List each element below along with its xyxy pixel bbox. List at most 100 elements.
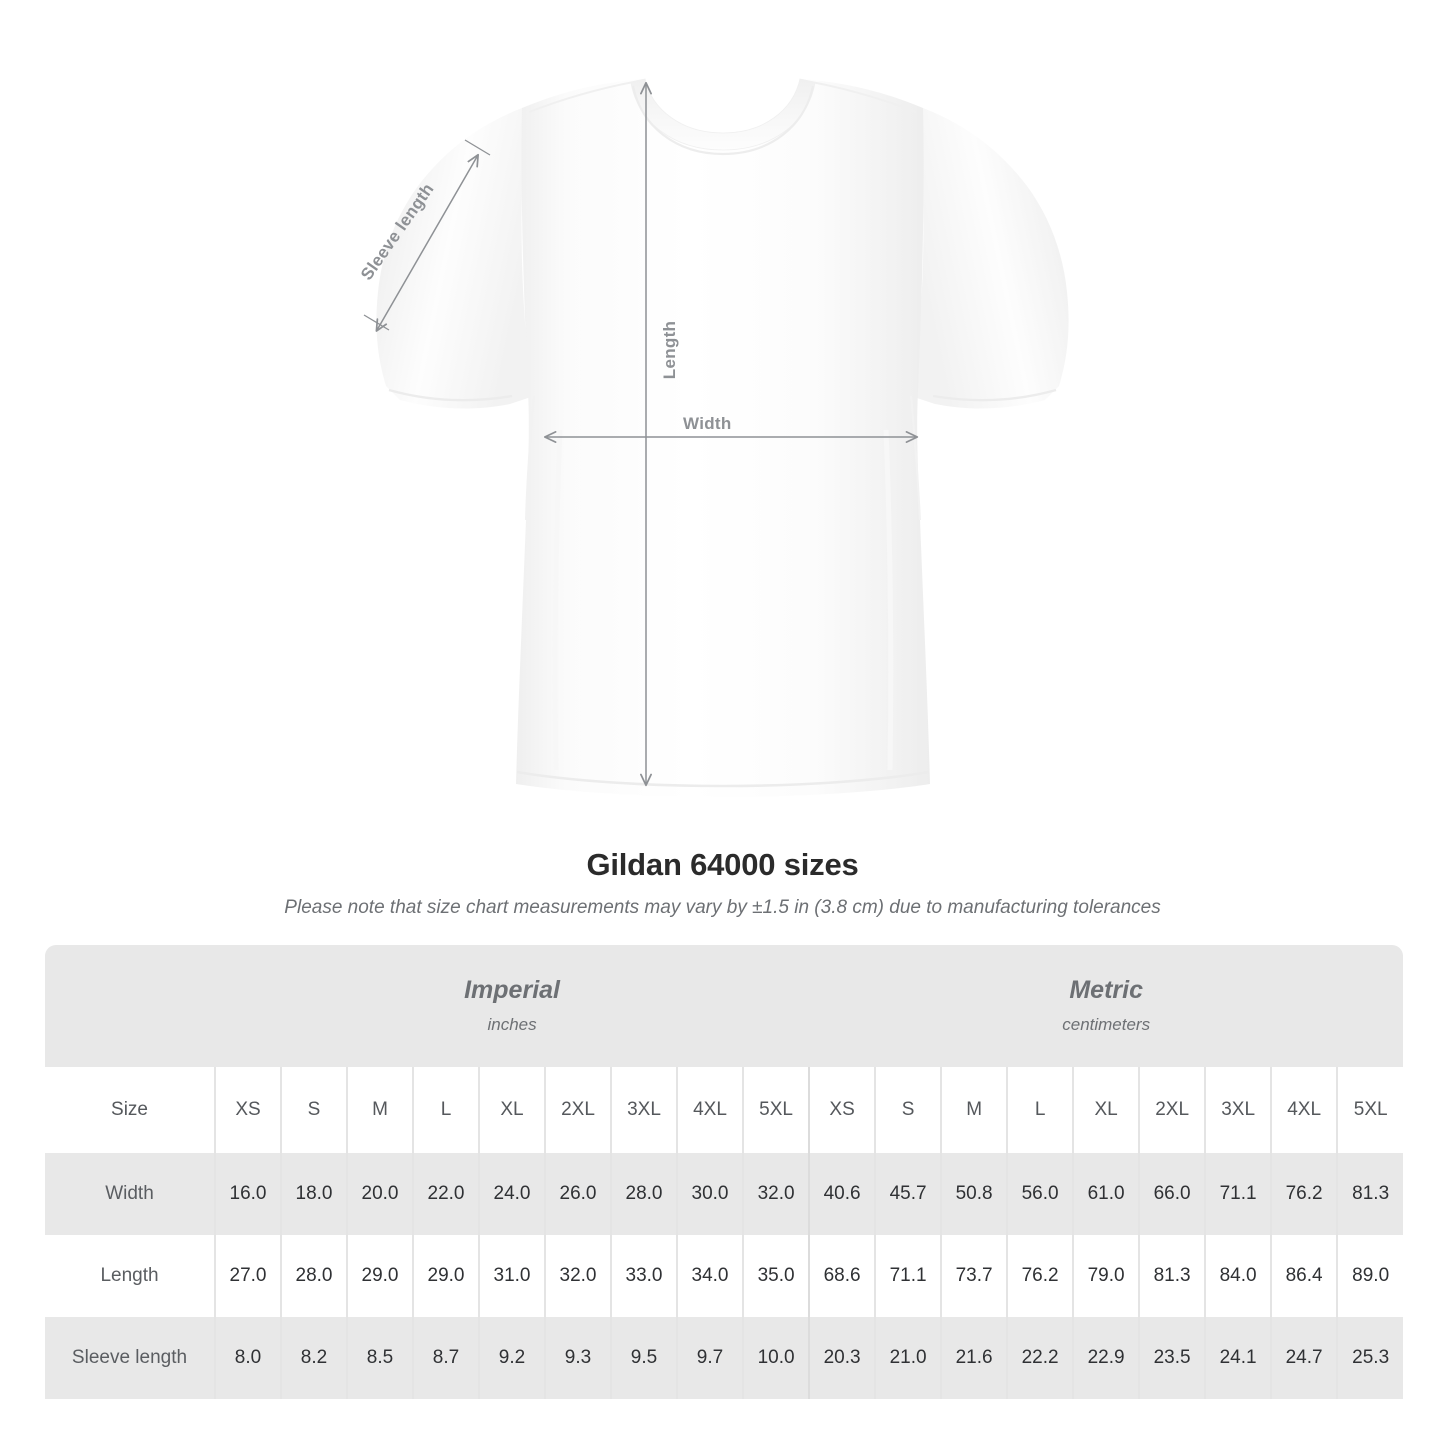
cell-width-metric-3xl: 71.1 [1204, 1153, 1272, 1235]
cell-sleeve-metric-3xl: 24.1 [1204, 1317, 1272, 1399]
cell-width-metric-4xl: 76.2 [1270, 1153, 1338, 1235]
cell-length-metric-5xl: 89.0 [1336, 1235, 1404, 1317]
imperial-sublabel: inches [487, 1015, 537, 1034]
metric-sublabel: centimeters [1062, 1015, 1151, 1034]
header-size-label: Size [45, 1067, 215, 1153]
cell-sleeve-metric-s: 21.0 [874, 1317, 942, 1399]
cell-sleeve-imperial-4xl: 9.7 [676, 1317, 743, 1399]
imperial-unit-cell: Imperial inches [215, 945, 810, 1067]
sleeve-tick-bottom [363, 314, 390, 331]
cell-width-metric-xl: 61.0 [1072, 1153, 1140, 1235]
metric-label: Metric [1069, 976, 1143, 1004]
header-imperial-xl: XL [478, 1067, 545, 1153]
shirt-left-sleeve-hem [388, 388, 513, 402]
cell-length-metric-2xl: 81.3 [1138, 1235, 1206, 1317]
cell-sleeve-metric-4xl: 24.7 [1270, 1317, 1338, 1399]
length-dimension-label: Length [660, 320, 680, 380]
cell-width-imperial-2xl: 26.0 [544, 1153, 611, 1235]
cell-sleeve-imperial-m: 8.5 [346, 1317, 413, 1399]
cell-length-imperial-s: 28.0 [280, 1235, 347, 1317]
shirt-armhole-left [525, 395, 535, 521]
cell-sleeve-metric-2xl: 23.5 [1138, 1317, 1206, 1399]
table-row: Length 27.0 28.0 29.0 29.0 31.0 32.0 33.… [45, 1235, 1404, 1317]
t-shirt-illustration: Sleeve length Length Width [357, 78, 1069, 797]
header-imperial-4xl: 4XL [676, 1067, 743, 1153]
header-imperial-5xl: 5XL [741, 1067, 810, 1153]
cell-length-imperial-xs: 27.0 [214, 1235, 281, 1317]
shirt-bottom-hem [516, 770, 930, 788]
page-title: Gildan 64000 sizes [586, 847, 859, 882]
shirt-shoulder-seam-right [800, 79, 917, 113]
cell-sleeve-metric-xs: 20.3 [808, 1317, 876, 1399]
header-metric-5xl: 5XL [1336, 1067, 1404, 1153]
header-imperial-s: S [280, 1067, 347, 1153]
cell-sleeve-metric-l: 22.2 [1006, 1317, 1074, 1399]
cell-width-imperial-m: 20.0 [346, 1153, 413, 1235]
cell-sleeve-metric-xl: 22.9 [1072, 1317, 1140, 1399]
cell-width-metric-xs: 40.6 [808, 1153, 876, 1235]
cell-length-metric-xl: 79.0 [1072, 1235, 1140, 1317]
cell-length-imperial-m: 29.0 [346, 1235, 413, 1317]
imperial-label: Imperial [464, 976, 560, 1004]
cell-width-imperial-3xl: 28.0 [610, 1153, 677, 1235]
cell-sleeve-metric-m: 21.6 [940, 1317, 1008, 1399]
shirt-armhole-right [910, 395, 921, 521]
header-metric-m: M [940, 1067, 1008, 1153]
row-label-length: Length [45, 1235, 215, 1317]
cell-length-metric-xs: 68.6 [808, 1235, 876, 1317]
chart-heading: Gildan 64000 sizes Please note that size… [0, 846, 1445, 920]
header-imperial-xs: XS [214, 1067, 281, 1153]
table-row: Sleeve length 8.0 8.2 8.5 8.7 9.2 9.3 9.… [45, 1317, 1404, 1399]
header-metric-xl: XL [1072, 1067, 1140, 1153]
header-metric-l: L [1006, 1067, 1074, 1153]
cell-length-imperial-5xl: 35.0 [741, 1235, 810, 1317]
header-imperial-l: L [412, 1067, 479, 1153]
cell-length-metric-l: 76.2 [1006, 1235, 1074, 1317]
size-chart-table: Imperial inches Metric centimeters Size … [45, 945, 1404, 1399]
shirt-shoulder-seam-left [528, 79, 645, 113]
width-dimension-label: Width [683, 414, 732, 433]
cell-width-imperial-5xl: 32.0 [741, 1153, 810, 1235]
cell-sleeve-metric-5xl: 25.3 [1336, 1317, 1404, 1399]
header-metric-xs: XS [808, 1067, 876, 1153]
cell-width-imperial-4xl: 30.0 [676, 1153, 743, 1235]
shirt-body [516, 79, 930, 797]
cell-sleeve-imperial-xs: 8.0 [214, 1317, 281, 1399]
header-metric-2xl: 2XL [1138, 1067, 1206, 1153]
units-banner-spacer [45, 945, 215, 1067]
shirt-fold-left [552, 429, 563, 771]
cell-sleeve-imperial-xl: 9.2 [478, 1317, 545, 1399]
cell-width-imperial-xl: 24.0 [478, 1153, 545, 1235]
sleeve-dimension-arrow [375, 153, 480, 332]
row-label-sleeve-length: Sleeve length [45, 1317, 215, 1399]
cell-sleeve-imperial-3xl: 9.5 [610, 1317, 677, 1399]
shirt-right-sleeve-hem [932, 388, 1057, 402]
tolerance-note: Please note that size chart measurements… [284, 897, 1161, 918]
cell-length-imperial-xl: 31.0 [478, 1235, 545, 1317]
cell-sleeve-imperial-s: 8.2 [280, 1317, 347, 1399]
header-imperial-3xl: 3XL [610, 1067, 677, 1153]
cell-width-metric-2xl: 66.0 [1138, 1153, 1206, 1235]
cell-length-imperial-l: 29.0 [412, 1235, 479, 1317]
table-row: Width 16.0 18.0 20.0 22.0 24.0 26.0 28.0… [45, 1153, 1404, 1235]
sleeve-tick-top [464, 139, 491, 156]
cell-width-imperial-s: 18.0 [280, 1153, 347, 1235]
cell-length-metric-m: 73.7 [940, 1235, 1008, 1317]
cell-sleeve-imperial-l: 8.7 [412, 1317, 479, 1399]
header-imperial-2xl: 2XL [544, 1067, 611, 1153]
cell-width-imperial-l: 22.0 [412, 1153, 479, 1235]
size-chart-container: Imperial inches Metric centimeters Size … [45, 945, 1404, 1399]
metric-unit-cell: Metric centimeters [809, 945, 1404, 1067]
cell-sleeve-imperial-5xl: 10.0 [741, 1317, 810, 1399]
shirt-right-sleeve [911, 108, 1069, 409]
header-metric-s: S [874, 1067, 942, 1153]
shirt-fold-right [883, 429, 894, 771]
header-metric-3xl: 3XL [1204, 1067, 1272, 1153]
cell-length-imperial-4xl: 34.0 [676, 1235, 743, 1317]
header-metric-4xl: 4XL [1270, 1067, 1338, 1153]
cell-length-metric-3xl: 84.0 [1204, 1235, 1272, 1317]
cell-length-metric-s: 71.1 [874, 1235, 942, 1317]
cell-width-metric-5xl: 81.3 [1336, 1153, 1404, 1235]
cell-sleeve-imperial-2xl: 9.3 [544, 1317, 611, 1399]
cell-width-imperial-xs: 16.0 [214, 1153, 281, 1235]
